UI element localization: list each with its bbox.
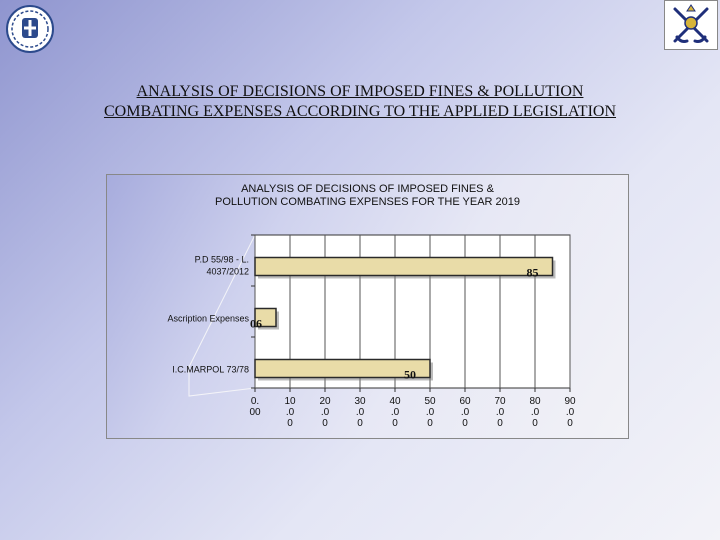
x-tick-label-line: .0	[566, 407, 575, 418]
x-tick-label-line: 0	[322, 418, 328, 429]
x-tick-label-30: 30.0 0	[354, 396, 366, 429]
slide-title-line-1: ANALYSIS OF DECISIONS OF IMPOSED FINES &…	[136, 83, 584, 100]
bar-1	[254, 307, 277, 328]
chart-panel: ANALYSIS OF DECISIONS OF IMPOSED FINES &…	[106, 174, 629, 439]
x-tick-label-line: 0	[287, 418, 293, 429]
category-label-line-1: Ascription Expenses	[167, 314, 249, 324]
x-tick-label-line: 0	[462, 418, 468, 429]
bar-0	[254, 256, 554, 277]
data-label-1: 06	[250, 317, 262, 331]
slide-title-line-2: COMBATING EXPENSES ACCORDING TO THE APPL…	[103, 103, 617, 120]
category-label-line-1: I.C.MARPOL 73/78	[172, 365, 249, 375]
x-tick-label-line: .0	[461, 407, 470, 418]
x-tick-label-line: 30	[354, 396, 366, 407]
category-label-0: P.D 55/98 - L. 4037/2012	[195, 255, 249, 277]
slide-title: ANALYSIS OF DECISIONS OF IMPOSED FINES &…	[0, 82, 720, 122]
chart-title-line-2: POLLUTION COMBATING EXPENSES FOR THE YEA…	[214, 196, 521, 208]
data-label-2: 50	[404, 368, 416, 382]
category-label-line-2: 4037/2012	[206, 267, 249, 277]
greek-coat-of-arms-icon	[6, 5, 54, 53]
coast-guard-emblem-logo	[664, 0, 718, 50]
x-tick-label-line: 10	[284, 396, 296, 407]
data-label-0: 85	[527, 266, 539, 280]
coast-guard-anchor-emblem-icon	[673, 4, 709, 43]
chart-title: ANALYSIS OF DECISIONS OF IMPOSED FINES &…	[107, 183, 628, 209]
x-tick-label-50: 50.0 0	[424, 396, 436, 429]
x-tick-label-10: 10.0 0	[284, 396, 296, 429]
x-tick-label-line: 0	[427, 418, 433, 429]
greek-coat-of-arms-logo	[5, 4, 55, 54]
x-tick-label-line: .0	[356, 407, 365, 418]
x-tick-label-line: .0	[391, 407, 400, 418]
x-tick-label-line: 0	[567, 418, 573, 429]
x-tick-label-60: 60.0 0	[459, 396, 471, 429]
x-tick-label-line: 0	[497, 418, 503, 429]
x-tick-label-40: 40.0 0	[389, 396, 401, 429]
bar-2	[254, 358, 431, 379]
x-tick-label-line: 80	[529, 396, 541, 407]
x-tick-label-70: 70.0 0	[494, 396, 506, 429]
x-tick-label-line: 0	[357, 418, 363, 429]
x-tick-label-line: 90	[564, 396, 576, 407]
x-tick-label-line: 0.	[251, 396, 259, 407]
x-tick-label-line: 40	[389, 396, 401, 407]
category-label-line-1: P.D 55/98 - L.	[195, 255, 249, 265]
x-tick-label-90: 90.0 0	[564, 396, 576, 429]
x-tick-label-line: 0	[532, 418, 538, 429]
x-tick-label-line: 60	[459, 396, 471, 407]
x-tick-label-line: .0	[321, 407, 330, 418]
category-label-2: I.C.MARPOL 73/78	[172, 365, 249, 375]
x-tick-label-line: .0	[286, 407, 295, 418]
x-tick-label-0: 0. 00	[249, 396, 261, 418]
x-tick-label-line: 0	[392, 418, 398, 429]
x-tick-label-80: 80.0 0	[529, 396, 541, 429]
x-tick-label-line: 20	[319, 396, 331, 407]
x-tick-label-20: 20.0 0	[319, 396, 331, 429]
x-tick-label-line: .0	[426, 407, 435, 418]
x-tick-label-line: 00	[249, 407, 261, 418]
x-tick-label-line: 50	[424, 396, 436, 407]
x-tick-label-line: .0	[496, 407, 505, 418]
category-label-1: Ascription Expenses	[167, 314, 249, 324]
x-tick-label-line: 70	[494, 396, 506, 407]
chart-title-line-1: ANALYSIS OF DECISIONS OF IMPOSED FINES &	[241, 183, 494, 195]
x-tick-label-line: .0	[531, 407, 540, 418]
